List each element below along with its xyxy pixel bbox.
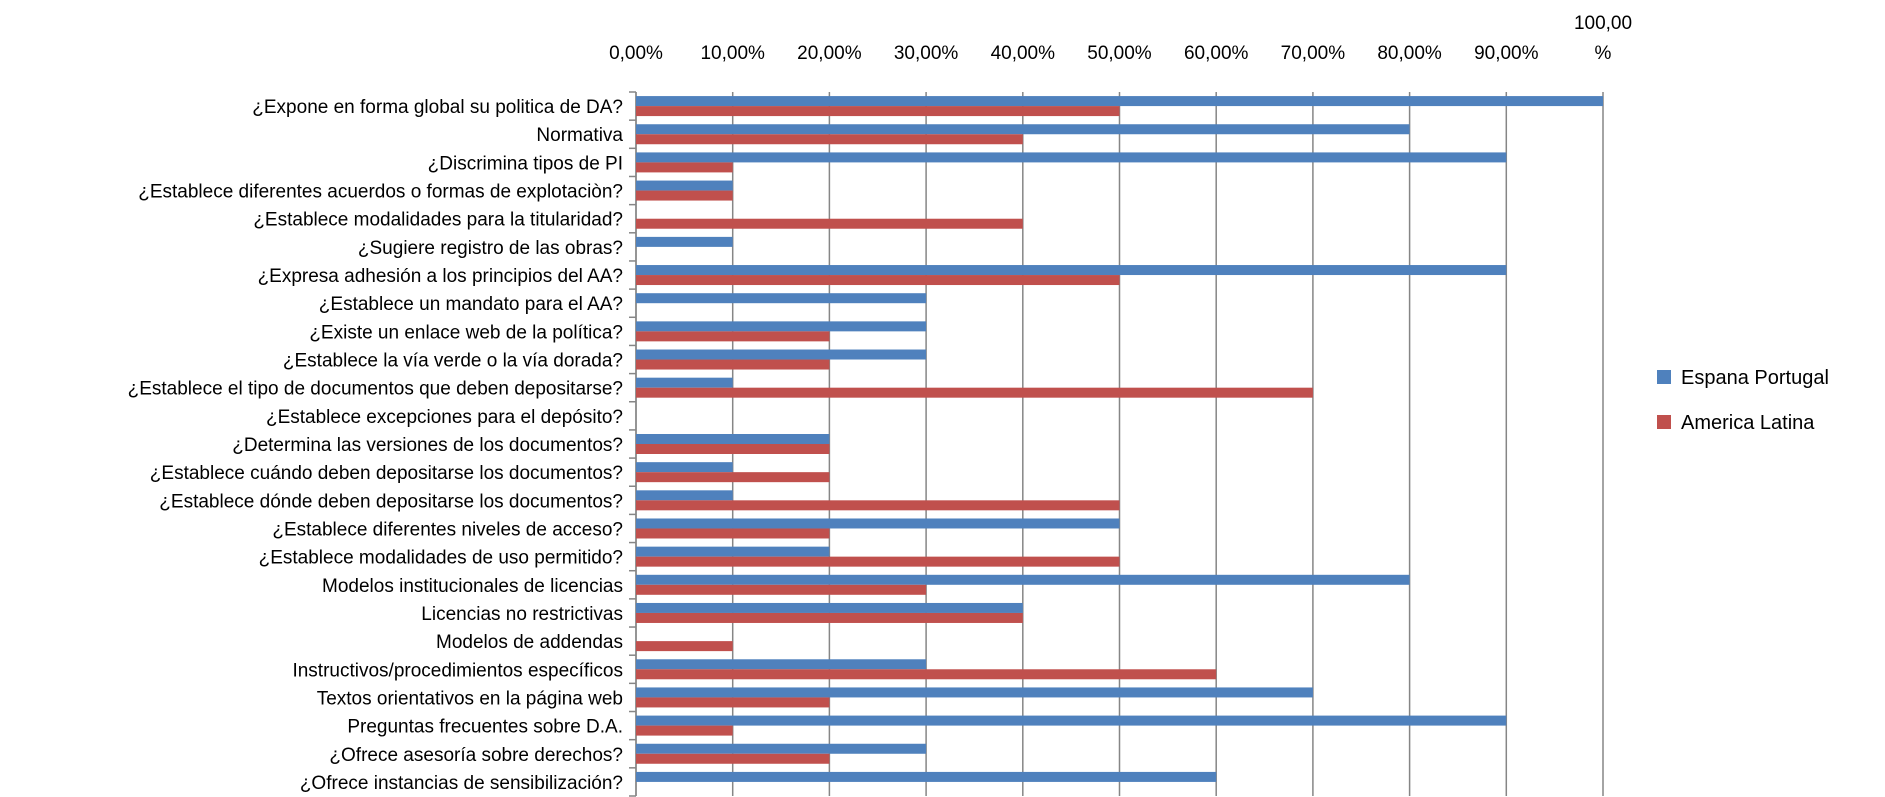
category-label: Licencias no restrictivas	[421, 604, 623, 625]
bar-espana-portugal	[636, 293, 927, 304]
category-label: ¿Establece el tipo de documentos que deb…	[128, 379, 623, 400]
category-label: Preguntas frecuentes sobre D.A.	[347, 717, 623, 738]
axes	[629, 91, 637, 797]
x-tick-label: 30,00%	[894, 43, 959, 64]
legend-label: Espana Portugal	[1681, 367, 1829, 389]
bar-america-latina	[636, 134, 1023, 145]
x-tick-label: 70,00%	[1281, 43, 1346, 64]
bar-espana-portugal	[636, 96, 1603, 107]
bar-america-latina	[636, 500, 1120, 511]
bar-espana-portugal	[636, 180, 733, 191]
x-tick-label: 100,00%	[1574, 13, 1632, 64]
bar-espana-portugal	[636, 462, 733, 473]
category-label: ¿Establece diferentes acuerdos o formas …	[138, 182, 623, 203]
category-label: ¿Establece dónde deben depositarse los d…	[159, 491, 623, 512]
category-labels: ¿Expone en forma global su politica de D…	[128, 97, 624, 794]
category-label: ¿Establece modalidades de uso permitido?	[259, 548, 623, 569]
category-label: ¿Expone en forma global su politica de D…	[252, 97, 623, 118]
bar-america-latina	[636, 556, 1120, 567]
bar-espana-portugal	[636, 490, 733, 501]
bar-espana-portugal	[636, 771, 1217, 782]
bar-espana-portugal	[636, 687, 1313, 698]
bar-espana-portugal	[636, 743, 927, 754]
bar-espana-portugal	[636, 574, 1410, 585]
category-label: Instructivos/procedimientos específicos	[292, 660, 623, 681]
category-label: ¿Sugiere registro de las obras?	[358, 238, 623, 259]
x-tick-label: 60,00%	[1184, 43, 1249, 64]
x-tick-label: 20,00%	[797, 43, 862, 64]
bar-america-latina	[636, 641, 733, 652]
bar-america-latina	[636, 753, 830, 764]
gridlines	[635, 92, 1604, 796]
bar-america-latina	[636, 190, 733, 201]
bar-espana-portugal	[636, 518, 1120, 529]
x-tick-label: 40,00%	[991, 43, 1056, 64]
bar-america-latina	[636, 162, 733, 173]
category-label: ¿Ofrece asesoría sobre derechos?	[329, 745, 623, 766]
category-label: ¿Ofrece instancias de sensibilización?	[300, 773, 623, 794]
bar-espana-portugal	[636, 715, 1507, 726]
bar-america-latina	[636, 528, 830, 539]
x-tick-label: 0,00%	[609, 43, 663, 64]
category-label: ¿Determina las versiones de los document…	[232, 435, 623, 456]
x-tick-label: 50,00%	[1087, 43, 1152, 64]
category-label: ¿Existe un enlace web de la política?	[309, 322, 623, 343]
category-label: Modelos de addendas	[436, 632, 623, 653]
bar-america-latina	[636, 331, 830, 342]
x-tick-label: 80,00%	[1377, 43, 1442, 64]
category-label: ¿Expresa adhesión a los principios del A…	[258, 266, 623, 287]
x-tick-label: 10,00%	[700, 43, 765, 64]
bar-espana-portugal	[636, 434, 830, 444]
bar-america-latina	[636, 106, 1120, 117]
bar-america-latina	[636, 669, 1217, 680]
bar-espana-portugal	[636, 124, 1410, 135]
bar-america-latina	[636, 725, 733, 736]
bar-america-latina	[636, 275, 1120, 286]
category-label: ¿Establece cuándo deben depositarse los …	[150, 463, 623, 484]
bar-america-latina	[636, 584, 927, 595]
bar-espana-portugal	[636, 265, 1507, 276]
legend-swatch	[1657, 370, 1671, 384]
bar-espana-portugal	[636, 321, 927, 332]
category-label: Normativa	[536, 125, 623, 146]
bar-espana-portugal	[636, 377, 733, 388]
bar-america-latina	[636, 612, 1023, 623]
bar-espana-portugal	[636, 349, 927, 360]
category-label: Textos orientativos en la página web	[317, 688, 623, 709]
category-label: Modelos institucionales de licencias	[322, 576, 623, 597]
category-label: ¿Establece modalidades para la titularid…	[253, 210, 623, 231]
bar-america-latina	[636, 359, 830, 370]
category-label: ¿Establece diferentes niveles de acceso?	[272, 519, 623, 540]
category-label: ¿Establece un mandato para el AA?	[319, 294, 623, 315]
legend: Espana Portugal America Latina	[1657, 367, 1829, 434]
x-tick-label: 90,00%	[1474, 43, 1539, 64]
bar-espana-portugal	[636, 602, 1023, 613]
bar-america-latina	[636, 218, 1023, 229]
category-label: ¿Establece excepciones para el depósito?	[266, 407, 623, 428]
bar-espana-portugal	[636, 659, 927, 670]
legend-label: America Latina	[1681, 412, 1815, 434]
bars	[636, 96, 1603, 782]
bar-america-latina	[636, 444, 830, 454]
bar-espana-portugal	[636, 152, 1507, 163]
category-label: ¿Discrimina tipos de PI	[428, 153, 623, 174]
bar-espana-portugal	[636, 546, 830, 557]
legend-swatch	[1657, 415, 1671, 429]
bar-america-latina	[636, 697, 830, 708]
bar-america-latina	[636, 472, 830, 483]
x-tick-labels: 0,00% 10,00% 20,00% 30,00% 40,00% 50,00% 60,00…	[609, 13, 1632, 64]
bar-espana-portugal	[636, 236, 733, 247]
category-label: ¿Establece la vía verde o la vía dorada?	[283, 351, 623, 372]
bar-america-latina	[636, 387, 1313, 398]
